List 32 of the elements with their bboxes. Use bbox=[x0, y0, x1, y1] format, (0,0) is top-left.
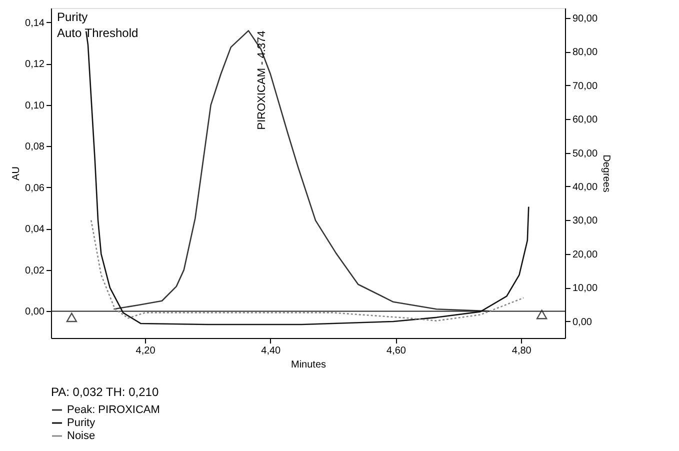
x-axis-title: Minutes bbox=[290, 360, 326, 370]
y2-axis-title: Degrees bbox=[600, 154, 612, 192]
y-tick-label: 0,04 bbox=[25, 224, 45, 236]
y-tick-label: 0,14 bbox=[25, 18, 45, 29]
y2-tick-label: 10,00 bbox=[572, 283, 598, 294]
x-tick-label: 4,60 bbox=[386, 346, 406, 356]
y-tick-label: 0,06 bbox=[25, 182, 45, 194]
legend-label: Purity bbox=[67, 417, 96, 429]
y-tick-label: 0,02 bbox=[25, 265, 45, 276]
y2-tick-label: 30,00 bbox=[572, 216, 598, 227]
y2-tick-label: 40,00 bbox=[572, 182, 598, 193]
y2-tick-label: 0,00 bbox=[572, 316, 592, 328]
legend-title: PA: 0,032 TH: 0,210 bbox=[51, 385, 159, 399]
legend-label: Noise bbox=[67, 430, 96, 442]
annotation: Auto Threshold bbox=[57, 26, 138, 40]
y-tick-label: 0,10 bbox=[25, 100, 45, 112]
y2-tick-label: 80,00 bbox=[572, 47, 598, 58]
y2-tick-label: 50,00 bbox=[572, 148, 598, 160]
y2-tick-label: 90,00 bbox=[572, 13, 598, 24]
x-tick-label: 4,20 bbox=[136, 346, 156, 356]
annotation: Purity bbox=[57, 10, 88, 24]
annotation: PIROXICAM - 4.374 bbox=[256, 30, 268, 130]
x-tick-label: 4,40 bbox=[261, 346, 282, 356]
y2-tick-label: 20,00 bbox=[572, 249, 598, 260]
y2-tick-label: 60,00 bbox=[572, 114, 598, 126]
x-tick-label: 4,80 bbox=[512, 346, 532, 356]
legend-label: Peak: PIROXICAM bbox=[67, 404, 160, 416]
y-tick-label: 0,08 bbox=[25, 142, 45, 153]
y2-tick-label: 70,00 bbox=[572, 80, 598, 92]
y-axis-title: AU bbox=[11, 166, 22, 180]
y-tick-label: 0,00 bbox=[25, 306, 45, 318]
y-tick-label: 0,12 bbox=[25, 59, 45, 70]
